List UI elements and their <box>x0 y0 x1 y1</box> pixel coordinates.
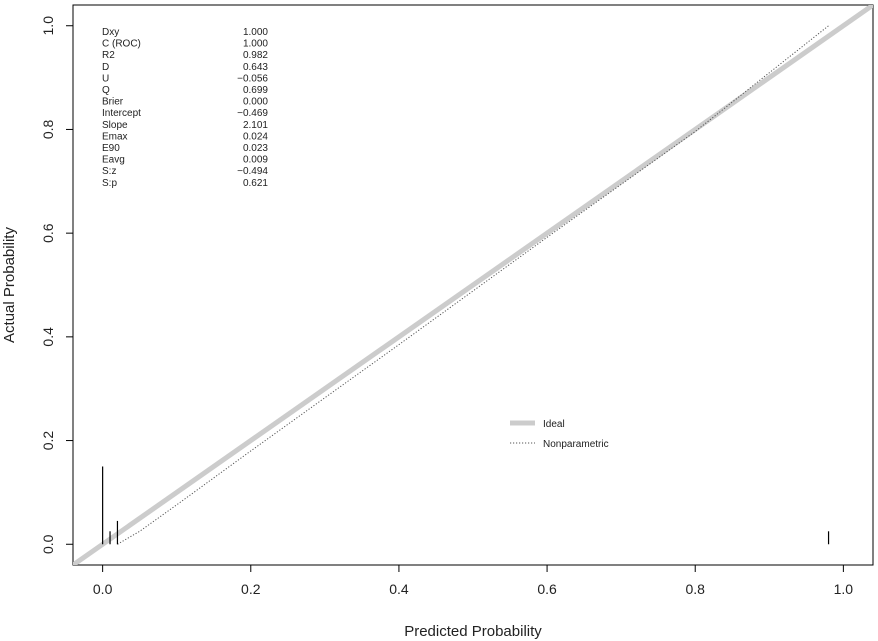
x-tick-label: 0.4 <box>389 581 409 597</box>
x-tick-label: 0.8 <box>685 581 705 597</box>
x-tick-label: 0.0 <box>93 581 113 597</box>
stat-name: S:z <box>102 166 116 177</box>
stat-value: −0.494 <box>237 166 268 177</box>
y-tick-label: 0.8 <box>40 120 56 140</box>
x-tick-label: 1.0 <box>834 581 854 597</box>
stat-name: Slope <box>102 120 128 131</box>
x-axis-title: Predicted Probability <box>404 623 542 640</box>
stat-name: Eavg <box>102 155 125 166</box>
legend-label: Ideal <box>543 419 565 430</box>
stat-value: 1.000 <box>243 39 268 50</box>
y-tick-label: 0.2 <box>40 431 56 451</box>
series-line-nonparametric <box>117 25 829 545</box>
stat-name: D <box>102 62 109 73</box>
stat-name: C (ROC) <box>102 39 141 50</box>
y-axis-title: Actual Probability <box>1 227 18 343</box>
stat-value: 0.982 <box>243 50 268 61</box>
stat-name: S:p <box>102 178 117 189</box>
x-tick-label: 0.2 <box>241 581 261 597</box>
y-tick-label: 0.0 <box>40 534 56 554</box>
y-axis: 0.0 0.2 0.4 0.6 0.8 1.0 <box>40 16 74 554</box>
stat-name: Dxy <box>102 27 119 38</box>
stat-value: 0.621 <box>243 178 268 189</box>
stat-name: Intercept <box>102 108 141 119</box>
stat-name: Emax <box>102 131 128 142</box>
x-tick-label: 0.6 <box>537 581 557 597</box>
x-axis: 0.0 0.2 0.4 0.6 0.8 1.0 <box>93 564 854 597</box>
stat-value: 1.000 <box>243 27 268 38</box>
legend-label: Nonparametric <box>543 439 609 450</box>
y-tick-label: 0.6 <box>40 223 56 243</box>
stat-name: U <box>102 73 109 84</box>
stat-name: Q <box>102 85 110 96</box>
stat-value: 0.699 <box>243 85 268 96</box>
stat-name: R2 <box>102 50 115 61</box>
stat-value: 0.024 <box>243 131 268 142</box>
y-tick-label: 1.0 <box>40 16 56 36</box>
stat-value: 0.643 <box>243 62 268 73</box>
stat-value: 0.009 <box>243 155 268 166</box>
stat-value: −0.056 <box>237 73 268 84</box>
stat-name: E90 <box>102 143 120 154</box>
stat-value: 0.023 <box>243 143 268 154</box>
stats-table: Dxy 1.000 C (ROC) 1.000 R2 0.982 D 0.643 U −0.056… <box>102 27 268 189</box>
stat-value: 0.000 <box>243 97 268 108</box>
legend: Ideal Nonparametric <box>510 419 609 450</box>
stat-value: −0.469 <box>237 108 268 119</box>
series-line-ideal <box>73 5 873 565</box>
stat-value: 2.101 <box>243 120 268 131</box>
stat-name: Brier <box>102 97 124 108</box>
y-tick-label: 0.4 <box>40 327 56 347</box>
